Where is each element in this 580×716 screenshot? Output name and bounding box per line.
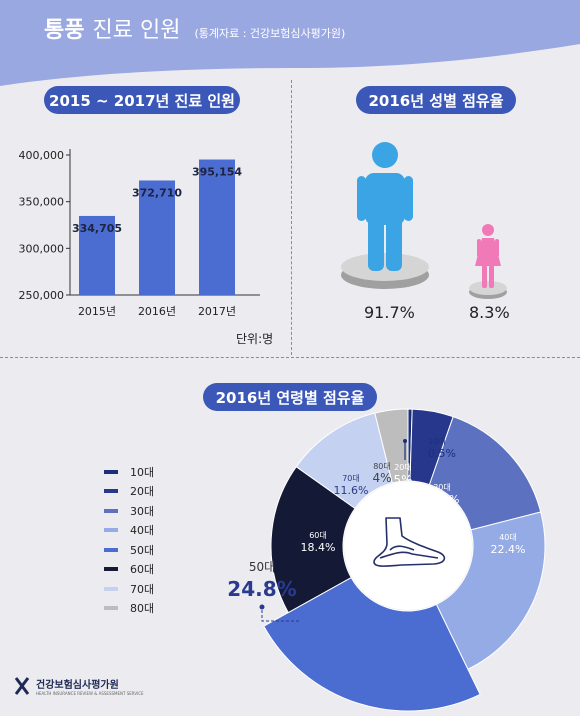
x-tick-label: 2017년 [198,305,236,318]
legend-item: 70대 [104,579,154,599]
legend-item: 50대 [104,540,154,560]
bar-chart: 250,000 300,000 350,000 400,000 334,705 2015년… [19,149,260,318]
segment-value-label: 0.5% [428,447,456,460]
logo-subtitle: HEALTH INSURANCE REVIEW & ASSESSMENT SER… [36,691,144,696]
logo: 건강보험심사평가원 HEALTH INSURANCE REVIEW & ASSE… [14,676,144,696]
segment-value-label: 22.4% [491,543,526,556]
legend-swatch [104,586,118,591]
legend-label: 50대 [130,543,155,557]
legend-item: 30대 [104,501,154,521]
age-chart-title: 2016년 연령별 점유율 [203,383,377,411]
horizontal-divider [0,357,580,358]
bar-value-label: 372,710 [132,186,182,199]
legend-item: 10대 [104,462,154,482]
legend-item: 80대 [104,599,154,619]
legend-label: 40대 [130,524,155,538]
segment-value-label: 4% [372,471,391,485]
legend-label: 60대 [130,563,155,577]
callout-category-label: 50대 [249,560,275,574]
legend-label: 10대 [130,465,155,479]
logo-icon [14,677,30,695]
legend-swatch [104,508,118,513]
foot-bone-line [379,551,439,559]
page-title-rest: 진료 인원 [92,18,181,43]
legend-item: 60대 [104,560,154,580]
bar-value-label: 395,154 [192,166,242,179]
segment-category-label: 70대 [342,474,360,483]
male-figure-icon [357,142,413,271]
vertical-divider [291,80,292,355]
male-share: 91.7% [364,303,415,322]
y-tick-label: 350,000 [19,196,65,209]
male-pedestal-top [341,253,429,281]
y-tick-label: 250,000 [19,289,65,302]
female-pedestal-top [469,281,507,295]
page-title-bold: 통풍 [44,18,85,43]
segment-category-label: 80대 [373,462,391,471]
callout-dot [259,604,265,610]
header-wave-shape [0,0,580,86]
segment-category-label: 60대 [309,531,327,540]
legend-swatch [104,547,118,552]
x-tick-label: 2015년 [78,305,116,318]
gender-chart-title: 2016년 성별 점유율 [356,86,516,114]
foot-outline [373,517,446,567]
legend-item: 20대 [104,482,154,502]
legend-label: 30대 [130,504,155,518]
bar-chart-title: 2015 ~ 2017년 진료 인원 [44,86,240,114]
donut-segment [270,466,356,614]
source-note: (통계자료 : 건강보험심사평가원) [194,27,346,40]
callout-leader-line [261,610,300,622]
bar-value-label: 334,705 [72,222,122,235]
segment-category-label: 20대 [394,463,412,472]
gender-chart [341,142,507,299]
segment-value-label: 5% [393,473,412,487]
female-share: 8.3% [469,303,510,322]
header-wave [0,0,580,86]
legend-label: 80대 [130,602,155,616]
label-leader-dot [403,439,407,443]
legend-label: 70대 [130,582,155,596]
legend-swatch [104,469,118,474]
foot-bone-line [389,545,415,551]
y-tick-label: 400,000 [19,149,65,162]
donut-segment [435,511,546,670]
segment-category-label: 10대 [428,437,446,446]
segment-value-label: 18.4% [301,541,336,554]
legend-swatch [104,606,118,611]
legend-item: 40대 [104,521,154,541]
donut-segment [374,408,409,484]
segment-value-label: 16.1% [425,493,460,506]
legend-swatch [104,489,118,494]
bar [79,215,115,295]
legend-label: 20대 [130,485,155,499]
donut-segment [263,576,481,712]
female-figure-icon [475,224,501,288]
legend-swatch [104,528,118,533]
y-tick-label: 300,000 [19,242,65,255]
bar [139,180,175,295]
foot-icon [373,517,446,567]
segment-value-label: 11.6% [334,484,369,497]
logo-name: 건강보험심사평가원 [36,680,119,691]
segment-category-label: 30대 [433,483,451,492]
segment-category-label: 40대 [499,533,517,542]
page-title: 통풍 진료 인원 (통계자료 : 건강보험심사평가원) [44,12,345,44]
donut-hole [344,482,472,610]
legend-swatch [104,567,118,572]
age-legend: 10대 20대 30대 40대 50대 60대 70대 80대 [104,462,154,618]
unit-label: 단위:명 [236,332,274,346]
callout-value-label: 24.8% [227,577,296,601]
bar [199,159,235,295]
x-tick-label: 2016년 [138,305,176,318]
